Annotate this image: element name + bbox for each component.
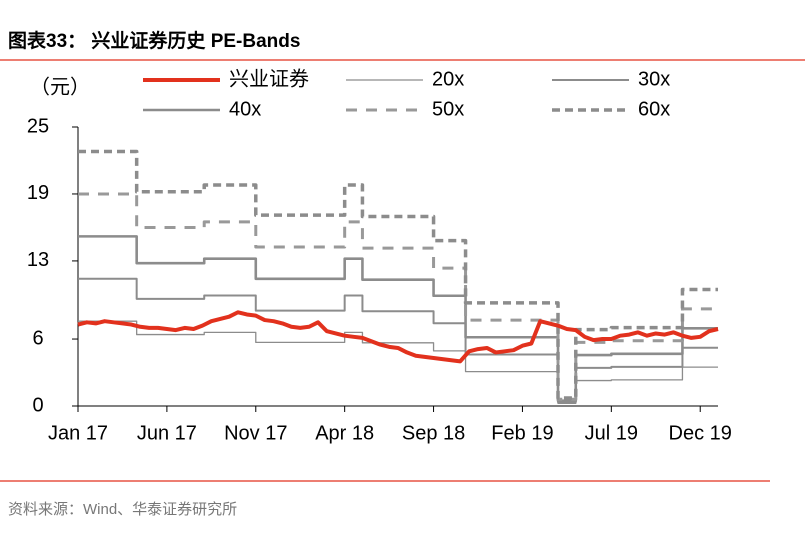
series-line — [77, 310, 719, 364]
source-note: 资料来源：Wind、华泰证券研究所 — [8, 501, 237, 518]
series-line — [78, 277, 718, 403]
y-tick-label: 19 — [27, 182, 49, 204]
x-tick-label: Jul 19 — [585, 422, 638, 444]
series-line — [78, 149, 718, 400]
y-tick-label: 6 — [32, 327, 43, 349]
series-line — [78, 235, 718, 402]
x-tick-label: Jun 17 — [137, 422, 197, 444]
x-tick-label: Dec 19 — [669, 422, 732, 444]
x-tick-label: Nov 17 — [224, 422, 287, 444]
legend-label: 40x — [229, 98, 261, 120]
y-tick-label: 13 — [27, 249, 49, 271]
y-axis-label: （元） — [30, 75, 90, 98]
legend-label: 20x — [432, 68, 464, 90]
y-tick-label: 25 — [27, 115, 49, 137]
legend-label: 30x — [638, 68, 670, 90]
series-line — [78, 320, 718, 404]
x-tick-label: Apr 18 — [315, 422, 374, 444]
y-tick-label: 0 — [32, 394, 43, 416]
legend-label: 50x — [432, 98, 464, 120]
legend-label: 60x — [638, 98, 670, 120]
x-tick-label: Feb 19 — [491, 422, 553, 444]
x-tick-label: Sep 18 — [402, 422, 465, 444]
series-line — [78, 192, 718, 401]
chart-title: 图表33： 兴业证券历史 PE-Bands — [8, 29, 300, 52]
x-tick-label: Jan 17 — [48, 422, 108, 444]
legend-label: 兴业证券 — [229, 67, 309, 90]
